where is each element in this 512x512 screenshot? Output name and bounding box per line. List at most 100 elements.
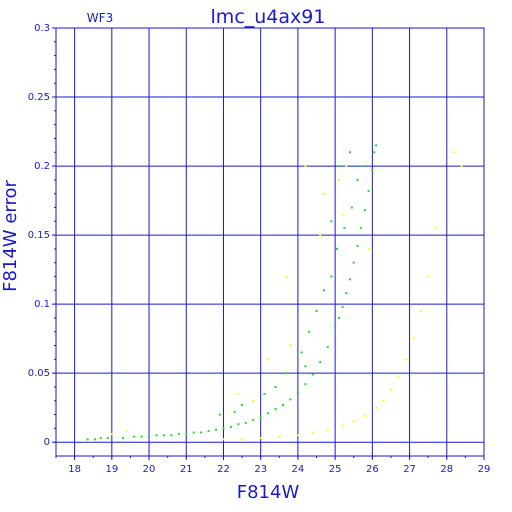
x-tick-label: 24 [292,464,305,475]
data-points [86,144,463,441]
green-point [148,435,150,438]
tick-labels: 18 19 20 21 22 23 24 25 26 27 28 29 0 0.05 0.1 0.15 0.2 0… [28,23,491,475]
x-tick-label: 21 [180,464,193,475]
yellow-point [375,406,378,409]
yellow-point [412,337,415,340]
yellow-point [110,432,113,435]
yellow-point [367,247,370,250]
green-point [337,316,340,319]
green-point [360,227,363,230]
green-series [86,144,378,441]
green-point [229,426,232,428]
yellow-point [363,415,366,417]
x-tick-label: 23 [254,464,267,475]
y-axis-label: F814W error [0,180,21,292]
y-tick-label: 0.05 [28,368,50,379]
green-point [252,419,255,422]
green-point [285,372,288,375]
yellow-point [311,431,314,434]
green-point [86,438,89,441]
y-tick-label: 0.15 [28,230,50,241]
yellow-point [404,358,407,361]
y-tick-label: 0.2 [34,161,50,172]
yellow-point [323,192,325,195]
green-point [122,437,124,440]
green-point [373,151,376,154]
green-point [177,432,180,435]
green-point [349,278,351,281]
yellow-point [453,151,456,154]
yellow-series [110,151,463,441]
yellow-point [341,213,344,216]
x-tick-label: 26 [366,464,379,475]
green-point [315,310,318,312]
green-point [107,437,110,440]
green-point [363,165,366,168]
yellow-point [434,227,437,230]
yellow-point [460,165,463,168]
chart-tag: WF3 [87,11,113,25]
green-point [319,361,322,364]
yellow-point [427,275,430,278]
yellow-point [390,388,392,391]
yellow-point [267,358,270,361]
green-point [341,305,344,308]
plot-frame [55,27,485,457]
green-point [289,398,292,401]
yellow-point [419,310,422,312]
green-point [140,435,143,438]
green-point [304,365,307,368]
green-point [375,144,378,147]
green-point [356,245,359,248]
green-point [311,373,314,376]
green-point [274,408,277,411]
y-tick-label: 0.1 [34,299,50,310]
green-point [343,227,346,230]
yellow-point [259,437,262,440]
yellow-point [326,428,329,431]
x-tick-label: 25 [329,464,342,475]
yellow-point [222,438,225,441]
green-point [207,430,210,433]
x-tick-label: 19 [105,464,118,475]
x-axis-label: F814W [237,482,300,503]
green-point [345,292,348,295]
green-point [218,413,221,416]
green-point [259,416,262,419]
green-point [363,209,366,212]
yellow-point [352,420,355,423]
yellow-point [278,435,281,438]
green-point [185,432,188,435]
x-tick-label: 28 [440,464,453,475]
y-tick-label: 0.25 [28,92,50,103]
green-point [274,386,277,388]
green-point [371,169,374,172]
green-point [192,431,195,434]
green-point [200,431,203,434]
x-tick-label: 29 [478,464,491,475]
yellow-point [341,424,344,427]
green-point [367,189,370,192]
green-point [94,438,97,441]
yellow-point [337,178,340,181]
yellow-point [382,399,385,402]
x-tick-label: 27 [403,464,416,475]
green-point [326,345,329,348]
green-point [330,220,333,223]
green-point [308,330,311,333]
green-point [244,421,247,424]
x-tick-label: 20 [143,464,156,475]
x-tick-label: 18 [68,464,81,475]
green-point [356,178,359,181]
yellow-point [397,376,400,379]
yellow-point [289,344,292,347]
green-point [330,275,333,278]
green-point [222,427,225,430]
grid [56,28,484,456]
green-point [241,403,244,406]
yellow-point [345,165,348,168]
green-point [296,391,299,394]
